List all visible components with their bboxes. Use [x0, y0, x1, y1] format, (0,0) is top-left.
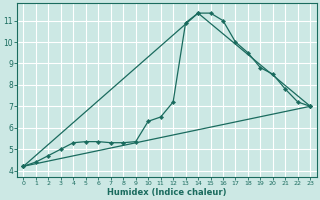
X-axis label: Humidex (Indice chaleur): Humidex (Indice chaleur)	[107, 188, 227, 197]
